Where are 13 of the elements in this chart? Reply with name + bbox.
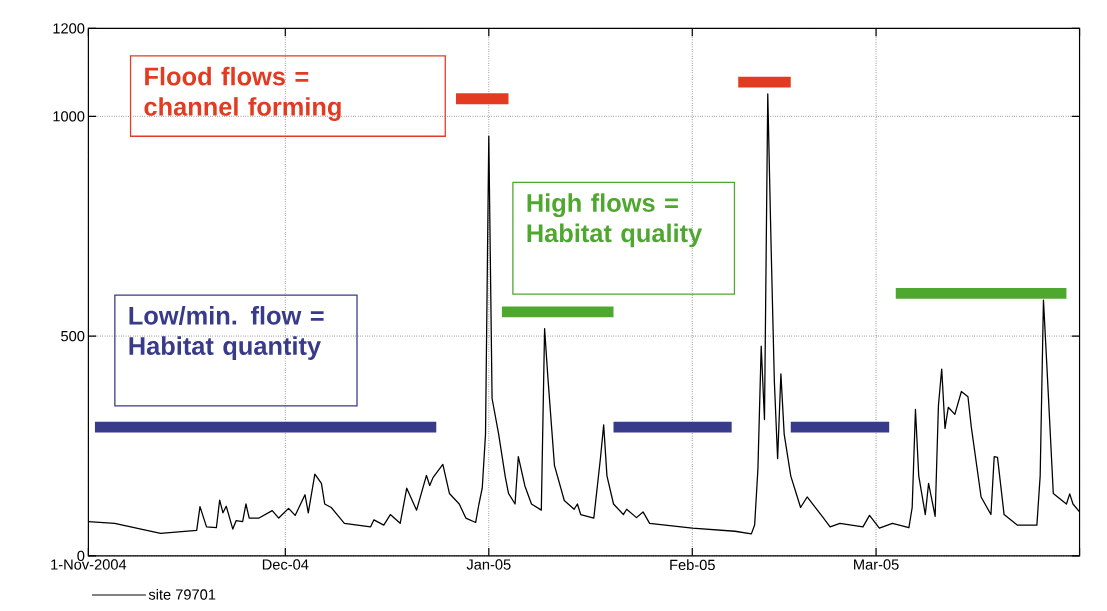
annotation: Low/min. flow = Habitat quantity	[129, 306, 324, 361]
y-tick-label: 500	[61, 331, 85, 342]
y-tick-label: 1200	[53, 23, 85, 34]
x-tick-label: 1-Nov-2004	[51, 559, 127, 570]
y-tick-label: 0	[77, 550, 85, 562]
y-tick-label: 1000	[53, 111, 85, 122]
annotation: High flows = Habitat quality	[527, 193, 703, 248]
legend-label: site 79701	[148, 589, 216, 600]
x-tick-label: Mar-05	[854, 559, 899, 570]
x-tick-label: Dec-04	[262, 559, 309, 570]
x-tick-label: Feb-05	[670, 559, 715, 571]
x-tick-label: Jan-05	[466, 559, 511, 570]
annotation: Flood flows = channel forming	[144, 66, 341, 122]
